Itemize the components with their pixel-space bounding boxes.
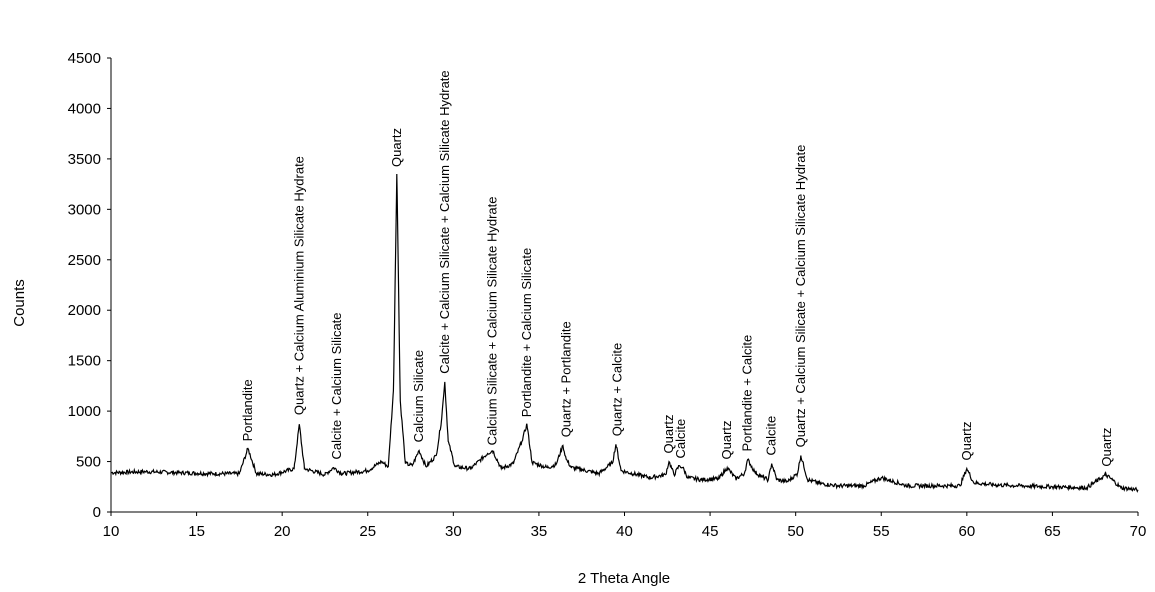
peak-label: Quartz + Calcium Aluminium Silicate Hydr… — [291, 156, 306, 415]
x-tick-label: 35 — [531, 523, 548, 540]
peak-label: Portlandite + Calcium Silicate — [519, 248, 534, 417]
peak-label: Quartz + Calcium Silicate + Calcium Sili… — [793, 145, 808, 448]
peak-label: Portlandite — [240, 379, 255, 441]
x-tick-label: 70 — [1130, 523, 1147, 540]
x-tick-label: 25 — [359, 523, 376, 540]
y-axis-ticks: 0 500 1000 1500 2000 2500 3000 3500 4000 4500 — [68, 50, 111, 521]
peak-label: Calcite — [764, 416, 779, 456]
peak-label: Calcite — [673, 419, 688, 459]
peak-label: Calcium Silicate + Calcium Silicate Hydr… — [485, 196, 500, 445]
y-tick-label: 1500 — [68, 353, 101, 370]
y-tick-label: 3000 — [68, 201, 101, 218]
y-tick-label: 4500 — [68, 50, 101, 67]
peak-label: Quartz — [661, 414, 676, 453]
peak-label: Quartz — [959, 421, 974, 460]
peak-label: Quartz — [1099, 428, 1114, 467]
x-tick-label: 60 — [958, 523, 975, 540]
x-tick-label: 20 — [274, 523, 291, 540]
diffraction-pattern-line — [111, 173, 1139, 493]
x-tick-label: 15 — [188, 523, 205, 540]
x-tick-label: 55 — [873, 523, 890, 540]
peak-label: Quartz — [389, 128, 404, 167]
y-tick-label: 4000 — [68, 100, 101, 117]
x-tick-label: 50 — [787, 523, 804, 540]
x-axis-title: 2 Theta Angle — [578, 570, 670, 587]
x-tick-label: 30 — [445, 523, 462, 540]
y-axis-title: Counts — [11, 279, 28, 327]
x-tick-label: 45 — [702, 523, 719, 540]
peak-label: Calcium Silicate — [411, 350, 426, 442]
y-tick-label: 0 — [93, 504, 101, 521]
peak-label: Portlandite + Calcite — [740, 335, 755, 452]
peak-label: Calcite + Calcium Silicate + Calcium Sil… — [437, 70, 452, 373]
x-tick-label: 40 — [616, 523, 633, 540]
x-tick-label: 65 — [1044, 523, 1061, 540]
peak-annotations: Portlandite Quartz + Calcium Aluminium Si… — [240, 70, 1114, 466]
y-tick-label: 3500 — [68, 151, 101, 168]
y-tick-label: 2500 — [68, 252, 101, 269]
y-tick-label: 1000 — [68, 403, 101, 420]
y-tick-label: 500 — [76, 454, 101, 471]
y-tick-label: 2000 — [68, 302, 101, 319]
x-tick-label: 10 — [103, 523, 120, 540]
peak-label: Calcite + Calcium Silicate — [329, 312, 344, 459]
x-axis-ticks: 10 15 20 25 30 35 40 45 50 55 60 65 70 — [103, 512, 1147, 540]
peak-label: Quartz + Portlandite — [558, 321, 573, 437]
peak-label: Quartz — [719, 420, 734, 459]
peak-label: Quartz + Calcite — [610, 343, 625, 437]
